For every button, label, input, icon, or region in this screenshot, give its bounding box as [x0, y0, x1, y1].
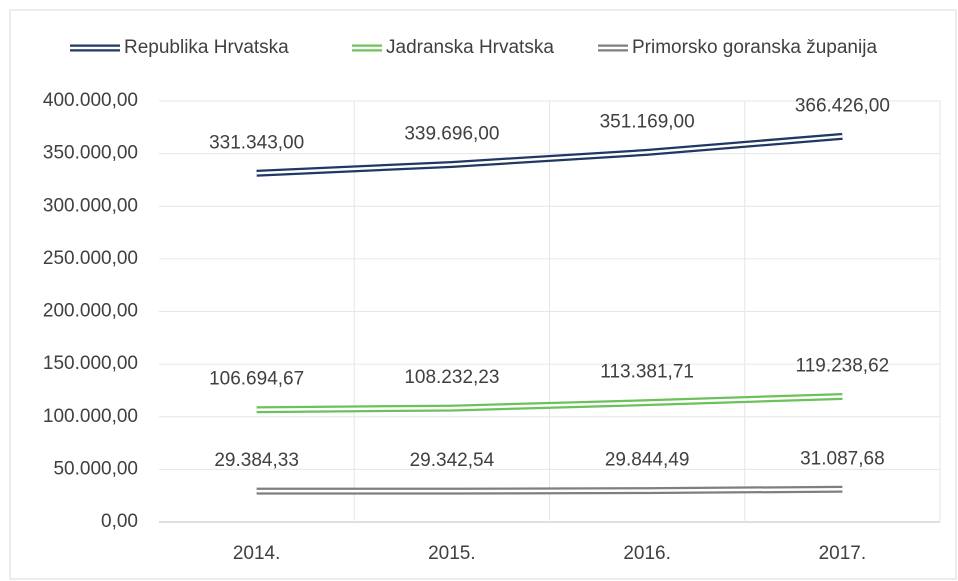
- data-label: 339.696,00: [404, 123, 499, 144]
- x-tick-label: 2016.: [623, 543, 671, 564]
- y-tick-label: 0,00: [101, 511, 138, 532]
- data-label: 106.694,67: [209, 369, 304, 390]
- x-tick-label: 2014.: [233, 543, 281, 564]
- y-tick-label: 250.000,00: [43, 248, 138, 269]
- y-tick-label: 150.000,00: [43, 353, 138, 374]
- y-tick-label: 50.000,00: [53, 458, 138, 479]
- y-tick-label: 200.000,00: [43, 301, 138, 322]
- legend-label: Republika Hrvatska: [124, 37, 289, 58]
- series-line-inner: [256, 488, 843, 493]
- data-label: 351.169,00: [600, 111, 695, 132]
- data-label: 331.343,00: [209, 132, 304, 153]
- series-line-inner: [256, 135, 843, 175]
- y-tick-label: 350.000,00: [43, 143, 138, 164]
- data-label: 108.232,23: [404, 367, 499, 388]
- legend-label: Jadranska Hrvatska: [386, 37, 554, 58]
- data-label: 29.384,33: [214, 450, 299, 471]
- y-tick-label: 100.000,00: [43, 406, 138, 427]
- data-label: 119.238,62: [796, 356, 890, 377]
- data-label: 113.381,71: [600, 362, 694, 383]
- y-tick-label: 400.000,00: [43, 90, 138, 111]
- x-tick-label: 2017.: [819, 543, 867, 564]
- legend-label: Primorsko goranska županija: [632, 37, 877, 58]
- data-label: 29.342,54: [410, 450, 495, 471]
- data-label: 29.844,49: [605, 450, 690, 471]
- series-line-inner: [256, 395, 843, 411]
- data-label: 31.087,68: [800, 448, 885, 469]
- data-label: 366.426,00: [795, 95, 890, 116]
- chart-border: [9, 9, 957, 580]
- x-tick-label: 2015.: [428, 543, 476, 564]
- y-tick-label: 300.000,00: [43, 195, 138, 216]
